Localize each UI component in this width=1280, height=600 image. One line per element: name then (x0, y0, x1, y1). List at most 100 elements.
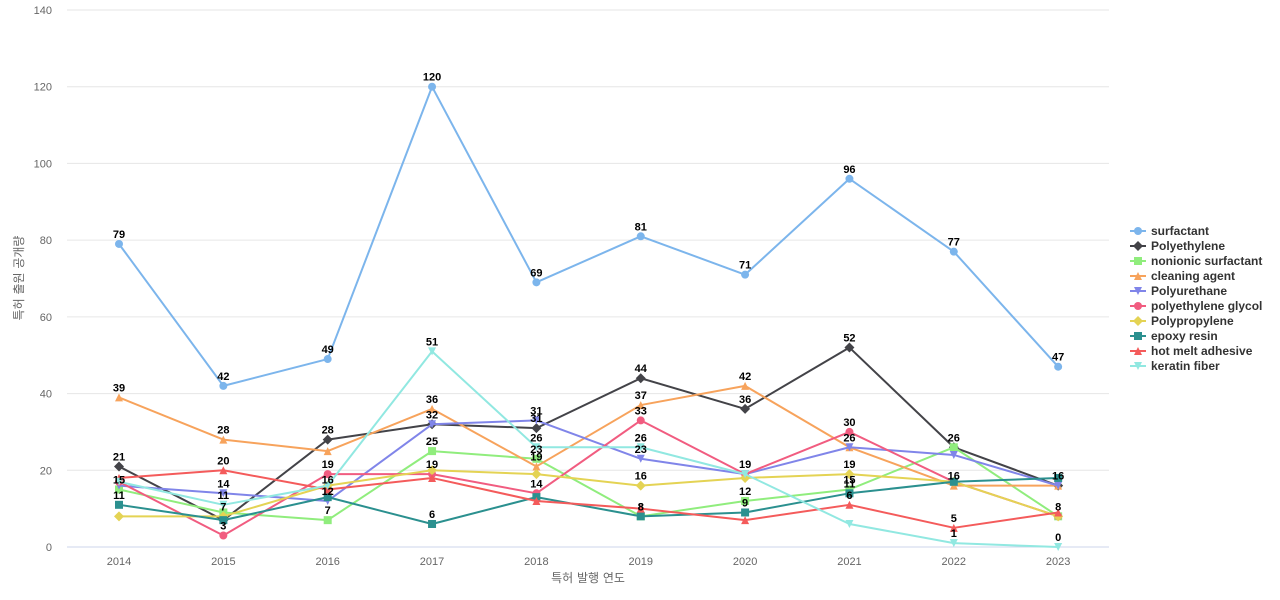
legend-item[interactable]: polyethylene glycol (1130, 299, 1262, 313)
data-point[interactable] (741, 381, 750, 390)
data-point[interactable] (114, 461, 124, 472)
legend-marker[interactable] (1134, 347, 1142, 355)
data-point[interactable] (114, 511, 124, 522)
data-point[interactable] (741, 516, 750, 525)
data-point[interactable] (428, 519, 437, 528)
legend-item[interactable]: Polyethylene (1130, 239, 1225, 253)
data-point[interactable] (844, 342, 855, 353)
data-point[interactable] (636, 454, 645, 463)
data-point[interactable] (949, 450, 958, 459)
legend-marker[interactable] (1134, 332, 1142, 340)
legend-marker[interactable] (1133, 316, 1143, 326)
legend-marker[interactable] (1134, 362, 1142, 370)
data-point[interactable] (949, 443, 958, 452)
data-point[interactable] (1054, 362, 1063, 371)
series-line (118, 85, 1059, 387)
data-point[interactable] (636, 416, 645, 425)
data-point[interactable] (323, 447, 332, 456)
data-point[interactable] (428, 447, 437, 456)
data-label: 19 (739, 459, 751, 471)
data-point[interactable] (219, 489, 228, 498)
data-point[interactable] (845, 500, 854, 509)
data-point[interactable] (532, 462, 541, 471)
data-point[interactable] (428, 347, 437, 356)
data-point[interactable] (845, 427, 854, 436)
data-point[interactable] (636, 443, 645, 452)
data-point[interactable] (845, 519, 854, 528)
data-point[interactable] (532, 454, 541, 463)
data-point[interactable] (219, 466, 228, 475)
data-point[interactable] (741, 496, 750, 505)
data-point[interactable] (219, 516, 228, 525)
data-point[interactable] (531, 423, 542, 434)
data-point[interactable] (219, 531, 228, 540)
data-point[interactable] (219, 500, 228, 509)
legend-item[interactable]: surfactant (1130, 224, 1209, 238)
data-label: 44 (635, 363, 648, 375)
data-point[interactable] (532, 496, 541, 505)
legend-item[interactable]: nonionic surfactant (1130, 254, 1262, 268)
data-point[interactable] (322, 434, 333, 445)
data-point[interactable] (115, 239, 123, 248)
legend-marker[interactable] (1133, 241, 1143, 251)
data-point[interactable] (949, 539, 958, 548)
data-point[interactable] (115, 477, 123, 486)
data-point[interactable] (428, 82, 437, 91)
data-point[interactable] (531, 469, 542, 480)
data-point[interactable] (323, 516, 332, 525)
data-point[interactable] (635, 480, 646, 491)
data-point[interactable] (636, 512, 645, 521)
data-point[interactable] (115, 393, 123, 402)
data-point[interactable] (532, 443, 541, 452)
data-point[interactable] (845, 489, 854, 498)
data-point[interactable] (115, 500, 123, 509)
data-point[interactable] (844, 469, 855, 480)
data-point[interactable] (741, 470, 750, 479)
data-point[interactable] (740, 403, 751, 414)
data-point[interactable] (949, 477, 958, 486)
y-tick-label: 0 (46, 542, 52, 554)
legend-marker[interactable] (1134, 287, 1142, 295)
data-point[interactable] (428, 473, 437, 482)
legend-item[interactable]: epoxy resin (1130, 329, 1218, 343)
data-point[interactable] (636, 504, 645, 513)
data-point[interactable] (1054, 473, 1063, 482)
data-label: 71 (739, 260, 751, 272)
data-label: 26 (948, 432, 960, 444)
data-point[interactable] (741, 270, 750, 279)
legend-item[interactable]: Polyurethane (1130, 284, 1227, 298)
data-point[interactable] (323, 470, 332, 479)
data-point[interactable] (323, 493, 332, 502)
legend-marker[interactable] (1134, 257, 1142, 265)
data-point[interactable] (1054, 508, 1063, 517)
legend-item[interactable]: Polypropylene (1130, 314, 1234, 328)
data-point[interactable] (532, 278, 541, 287)
data-point[interactable] (1054, 481, 1063, 490)
legend-marker[interactable] (1134, 272, 1142, 280)
data-point[interactable] (949, 247, 958, 256)
legend-marker[interactable] (1134, 302, 1142, 310)
legend-marker[interactable] (1134, 227, 1142, 235)
data-point[interactable] (635, 373, 646, 384)
data-point[interactable] (323, 481, 332, 490)
data-point[interactable] (636, 232, 645, 241)
data-label: 47 (1052, 352, 1064, 364)
data-point[interactable] (845, 443, 854, 452)
data-point[interactable] (636, 401, 645, 410)
data-point[interactable] (428, 420, 437, 429)
data-point[interactable] (427, 465, 438, 476)
data-point[interactable] (428, 404, 437, 413)
legend-item[interactable]: cleaning agent (1130, 269, 1235, 283)
data-point[interactable] (219, 381, 228, 390)
data-point[interactable] (323, 355, 332, 364)
data-point[interactable] (219, 435, 228, 444)
data-point[interactable] (845, 174, 854, 183)
data-point[interactable] (532, 416, 541, 425)
data-point[interactable] (1054, 543, 1063, 551)
legend-item[interactable]: keratin fiber (1130, 359, 1220, 373)
data-point[interactable] (741, 508, 750, 517)
data-label: 23 (635, 444, 647, 456)
data-point[interactable] (949, 523, 958, 532)
legend-item[interactable]: hot melt adhesive (1130, 344, 1253, 358)
